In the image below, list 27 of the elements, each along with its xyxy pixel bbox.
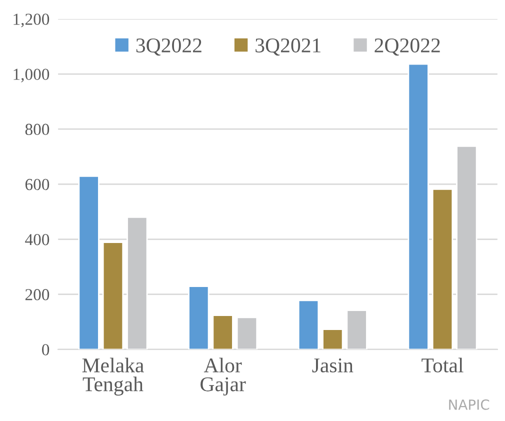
bar — [346, 310, 368, 350]
legend-label: 3Q2022 — [136, 38, 202, 56]
bar — [188, 286, 210, 350]
bar — [78, 176, 100, 350]
x-tick-label: Jasin — [312, 358, 354, 372]
bar — [432, 188, 454, 350]
y-tick-label: 800 — [25, 124, 50, 136]
legend-label: 2Q2022 — [374, 38, 440, 56]
bar — [408, 63, 429, 350]
bar — [102, 242, 124, 350]
legend-label: 3Q2021 — [256, 38, 320, 56]
x-tick-label: Total — [422, 358, 464, 372]
bar — [298, 300, 320, 350]
y-tick-label: 1,200 — [14, 14, 50, 28]
y-tick-label: 1,000 — [14, 68, 50, 82]
bar — [126, 216, 148, 350]
y-tick-label: 600 — [25, 178, 50, 190]
y-tick-label: 400 — [25, 234, 50, 246]
y-tick-label: 0 — [42, 344, 50, 356]
x-tick-label: Alor Gajar — [200, 358, 246, 396]
y-tick-label: 200 — [25, 289, 50, 300]
bar — [456, 145, 478, 350]
bar — [236, 316, 258, 350]
x-tick-label: Melaka Tengah — [82, 358, 144, 396]
bar — [212, 314, 234, 350]
bar — [322, 328, 344, 350]
text: NAPIC — [449, 399, 490, 410]
